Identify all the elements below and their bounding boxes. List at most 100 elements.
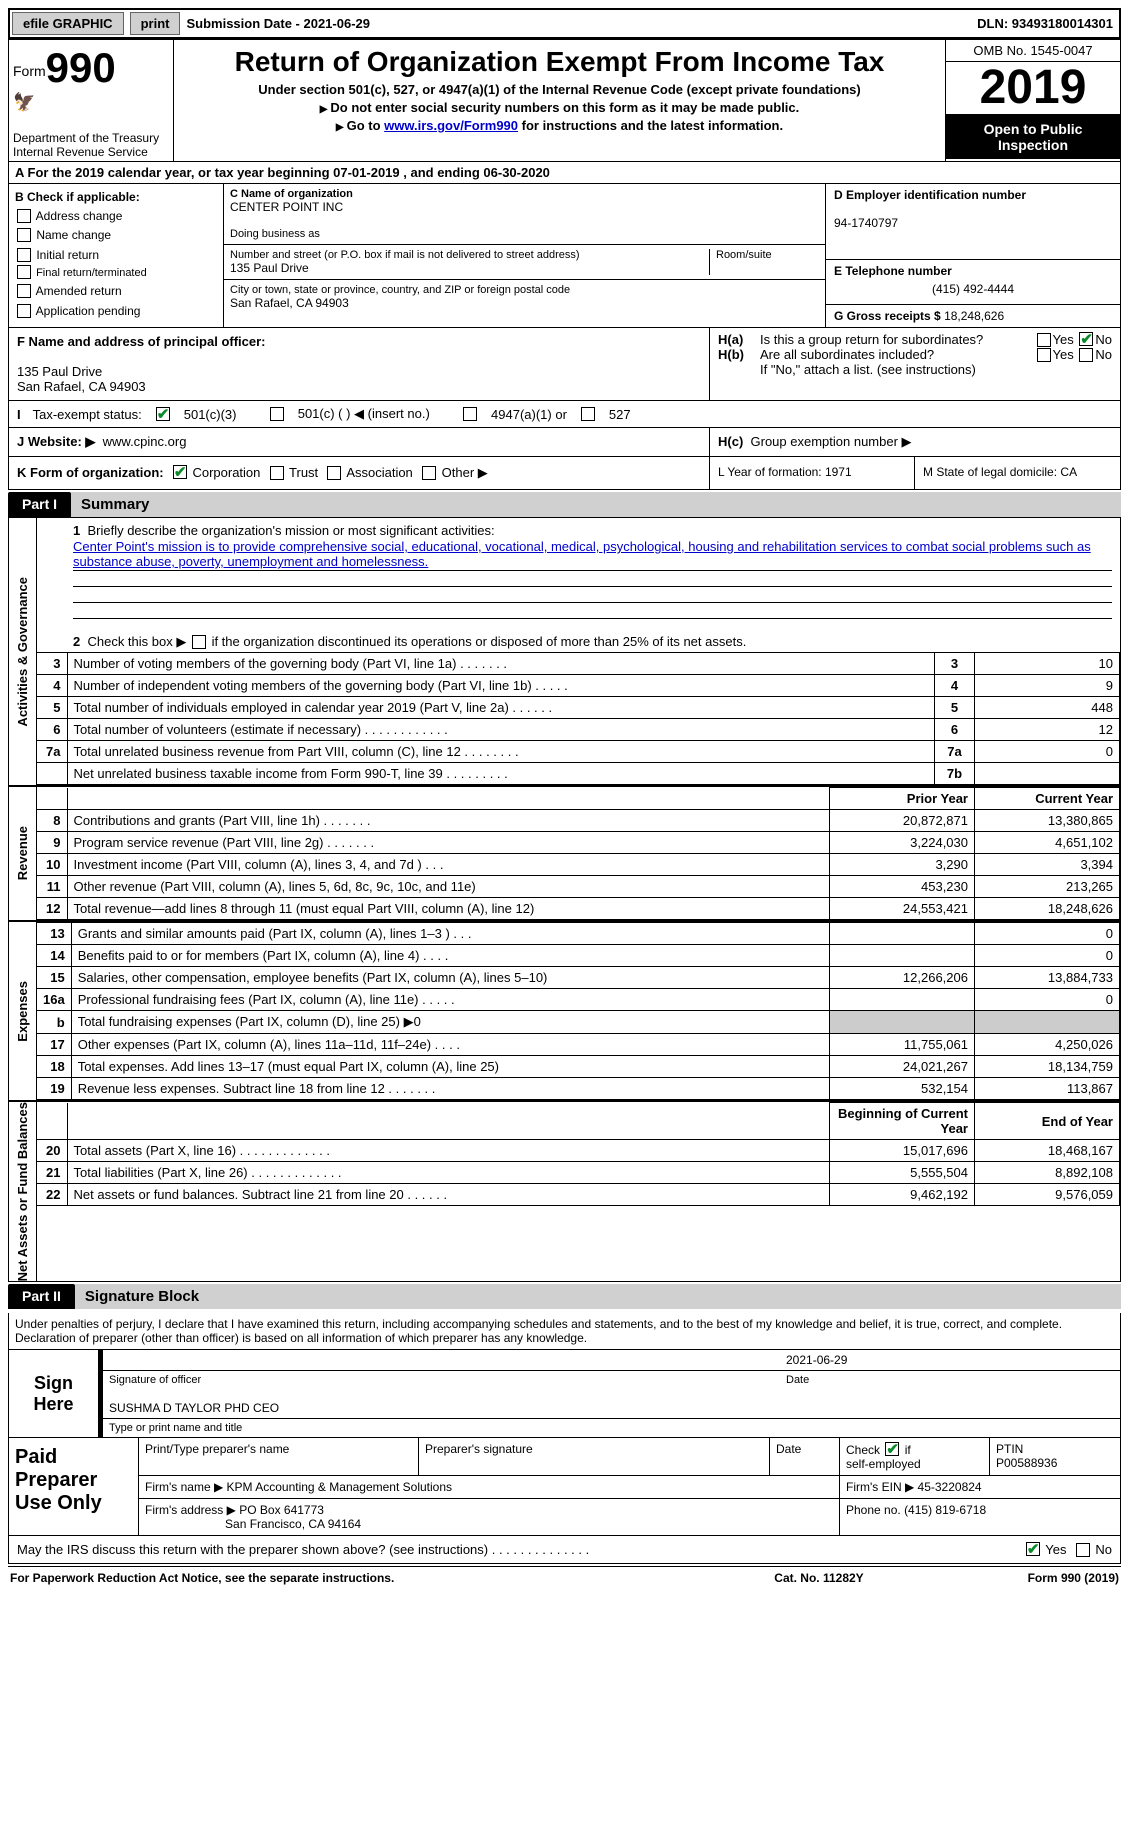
checkbox-trust[interactable] xyxy=(270,466,284,480)
gross-label: G Gross receipts $ xyxy=(834,309,941,323)
checkbox-discontinued[interactable] xyxy=(192,635,206,649)
firm-addr2: San Francisco, CA 94164 xyxy=(225,1517,361,1531)
part1-label: Part I xyxy=(8,492,71,517)
street-label: Number and street (or P.O. box if mail i… xyxy=(230,249,709,261)
checkbox-527[interactable] xyxy=(581,407,595,421)
table-row: 9Program service revenue (Part VIII, lin… xyxy=(37,832,1120,854)
checkbox-final-return[interactable] xyxy=(17,265,31,279)
footer-left: For Paperwork Reduction Act Notice, see … xyxy=(10,1571,719,1585)
ptin-label: PTIN xyxy=(996,1442,1023,1456)
checkbox-name-change[interactable] xyxy=(17,228,31,242)
checkbox-self-employed[interactable] xyxy=(885,1442,899,1456)
header-line2-post: for instructions and the latest informat… xyxy=(518,118,783,133)
checkbox-hb-no[interactable] xyxy=(1079,348,1093,362)
c-name-label: C Name of organization xyxy=(230,188,353,200)
table-header-row: Prior YearCurrent Year xyxy=(37,788,1120,810)
box-h: H(a) Is this a group return for subordin… xyxy=(710,328,1120,400)
gross-value: 18,248,626 xyxy=(944,309,1004,323)
hc-label: H(c) xyxy=(718,434,743,449)
header-left: Form990 🦅 Department of the Treasury Int… xyxy=(9,40,174,161)
ha-label: H(a) xyxy=(718,332,760,347)
mission-text: Center Point's mission is to provide com… xyxy=(73,538,1112,571)
may-irs-discuss-row: May the IRS discuss this return with the… xyxy=(8,1536,1121,1564)
table-row: 3Number of voting members of the governi… xyxy=(37,653,1120,675)
checkbox-ha-yes[interactable] xyxy=(1037,333,1051,347)
checkbox-amended-return[interactable] xyxy=(17,284,31,298)
sig-date-label: Date xyxy=(780,1370,1120,1389)
preparer-name-label: Print/Type preparer's name xyxy=(139,1438,419,1475)
form-subtitle: Under section 501(c), 527, or 4947(a)(1)… xyxy=(178,82,941,97)
table-row: 19Revenue less expenses. Subtract line 1… xyxy=(37,1078,1120,1100)
table-row: 10Investment income (Part VIII, column (… xyxy=(37,854,1120,876)
form-link[interactable]: www.irs.gov/Form990 xyxy=(384,118,518,133)
table-row: 5Total number of individuals employed in… xyxy=(37,697,1120,719)
firm-name-label: Firm's name ▶ xyxy=(145,1480,223,1494)
box-b: B Check if applicable: Address change Na… xyxy=(9,184,224,327)
table-row: 22Net assets or fund balances. Subtract … xyxy=(37,1184,1120,1206)
checkbox-other[interactable] xyxy=(422,466,436,480)
checkbox-association[interactable] xyxy=(327,466,341,480)
k-label: K Form of organization: xyxy=(17,465,164,480)
checkbox-initial-return[interactable] xyxy=(17,248,31,262)
state-domicile: M State of legal domicile: CA xyxy=(915,457,1120,489)
preparer-date-label: Date xyxy=(770,1438,840,1475)
q2-text: Check this box ▶ if the organization dis… xyxy=(87,634,746,649)
header-middle: Return of Organization Exempt From Incom… xyxy=(174,40,945,161)
ein-label: D Employer identification number xyxy=(834,188,1026,202)
table-row: 14Benefits paid to or for members (Part … xyxy=(37,945,1120,967)
checkbox-501c[interactable] xyxy=(270,407,284,421)
dln-label: DLN: 93493180014301 xyxy=(977,16,1117,31)
header-line1: Do not enter social security numbers on … xyxy=(330,100,799,115)
signature-section: Under penalties of perjury, I declare th… xyxy=(8,1313,1121,1536)
firm-ein-label: Firm's EIN ▶ xyxy=(846,1480,914,1494)
open-inspection: Open to Public Inspection xyxy=(946,115,1120,159)
submission-date: Submission Date - 2021-06-29 xyxy=(186,16,370,31)
efile-button[interactable]: efile GRAPHIC xyxy=(12,12,124,35)
firm-phone: (415) 819-6718 xyxy=(904,1503,986,1517)
checkbox-501c3[interactable] xyxy=(156,407,170,421)
footer-mid: Cat. No. 11282Y xyxy=(719,1571,919,1585)
hb-label: H(b) xyxy=(718,347,760,362)
declaration-text: Under penalties of perjury, I declare th… xyxy=(9,1313,1120,1350)
firm-phone-label: Phone no. xyxy=(846,1503,901,1517)
table-row: 7aTotal unrelated business revenue from … xyxy=(37,741,1120,763)
table-header-row: Beginning of Current YearEnd of Year xyxy=(37,1103,1120,1140)
paid-preparer-section: Paid Preparer Use Only Print/Type prepar… xyxy=(9,1437,1120,1535)
may-discuss-text: May the IRS discuss this return with the… xyxy=(17,1542,1024,1557)
form-number: 990 xyxy=(46,44,116,91)
expenses-table: 13Grants and similar amounts paid (Part … xyxy=(37,922,1120,1100)
checkbox-4947[interactable] xyxy=(463,407,477,421)
table-row: 6Total number of volunteers (estimate if… xyxy=(37,719,1120,741)
f-line2: San Rafael, CA 94903 xyxy=(17,379,146,394)
page-footer: For Paperwork Reduction Act Notice, see … xyxy=(8,1566,1121,1589)
hb-note: If "No," attach a list. (see instruction… xyxy=(718,362,1112,377)
form-label: Form xyxy=(13,63,46,79)
part2-label: Part II xyxy=(8,1284,75,1309)
checkbox-address-change[interactable] xyxy=(17,209,31,223)
footer-right: Form 990 (2019) xyxy=(919,1571,1119,1585)
box-b-header: B Check if applicable: xyxy=(15,188,217,207)
section-b-c-d: B Check if applicable: Address change Na… xyxy=(8,184,1121,328)
table-row: Net unrelated business taxable income fr… xyxy=(37,763,1120,785)
checkbox-ha-no[interactable] xyxy=(1079,332,1093,346)
sign-here-label: Sign Here xyxy=(9,1350,99,1437)
checkbox-may-no[interactable] xyxy=(1076,1543,1090,1557)
revenue-table: Prior YearCurrent Year8Contributions and… xyxy=(37,787,1120,920)
row-k-form-org: K Form of organization: Corporation Trus… xyxy=(8,457,1121,490)
row-j-website: J Website: ▶ www.cpinc.org H(c) Group ex… xyxy=(8,428,1121,457)
checkbox-may-yes[interactable] xyxy=(1026,1542,1040,1556)
print-button[interactable]: print xyxy=(130,12,181,35)
city-state-zip: San Rafael, CA 94903 xyxy=(230,296,819,310)
checkbox-corporation[interactable] xyxy=(173,465,187,479)
checkbox-application-pending[interactable] xyxy=(17,304,31,318)
part1-header: Part I Summary xyxy=(8,492,1121,517)
row-i-tax-status: I Tax-exempt status: 501(c)(3) 501(c) ( … xyxy=(8,401,1121,428)
year-formation: L Year of formation: 1971 xyxy=(710,457,915,489)
table-row: 11Other revenue (Part VIII, column (A), … xyxy=(37,876,1120,898)
ein-value: 94-1740797 xyxy=(834,216,898,230)
firm-ein: 45-3220824 xyxy=(918,1480,982,1494)
q1-number: 1 xyxy=(73,523,80,538)
checkbox-hb-yes[interactable] xyxy=(1037,348,1051,362)
section-expenses: Expenses 13Grants and similar amounts pa… xyxy=(8,921,1121,1101)
topbar: efile GRAPHIC print Submission Date - 20… xyxy=(8,8,1121,40)
